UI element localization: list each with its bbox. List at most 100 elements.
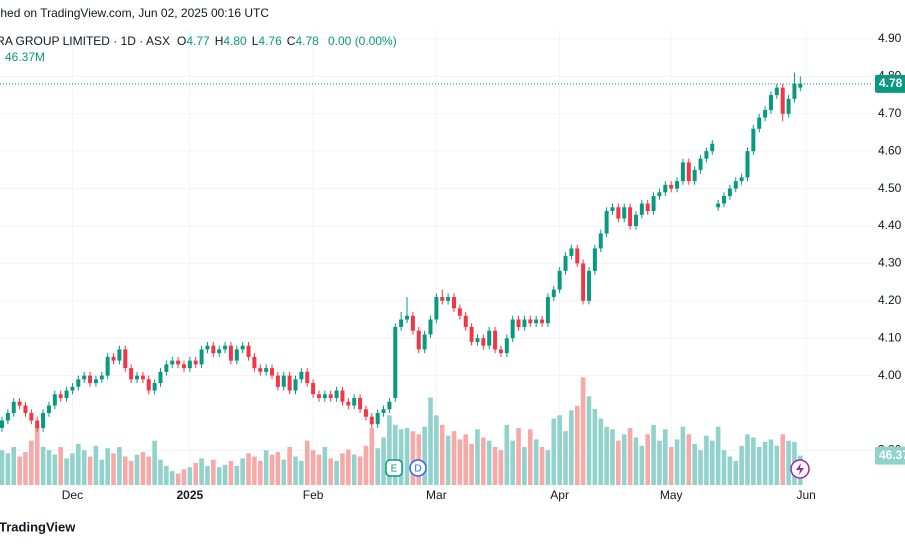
legend-key: O — [177, 34, 186, 48]
candle-body — [35, 420, 40, 428]
volume-bar — [404, 428, 410, 485]
volume-bar — [627, 428, 633, 485]
candle-body — [111, 356, 116, 361]
volume-bar — [64, 458, 69, 485]
volume-bar — [99, 459, 105, 485]
volume-legend: 46.37M — [5, 50, 45, 64]
candle-body — [628, 207, 633, 226]
legend-key: C — [287, 34, 296, 48]
volume-bar — [199, 458, 204, 485]
candle-body — [240, 345, 245, 350]
candle-body — [187, 360, 192, 369]
event-label[interactable]: D — [414, 464, 421, 475]
candle-body — [193, 360, 198, 365]
grid — [0, 30, 873, 486]
volume-bar — [463, 434, 469, 485]
candle-body — [293, 379, 298, 391]
symbol-title: TELSTRA GROUP LIMITED · 1D · ASX — [0, 34, 170, 48]
volume-bar — [52, 454, 58, 485]
volume-bar — [457, 439, 463, 485]
candle-body — [352, 398, 357, 406]
volume-bar — [445, 435, 451, 485]
published-note: Published on TradingView.com, Jun 02, 20… — [0, 6, 269, 20]
volume-bar — [657, 440, 662, 485]
candle-body — [223, 345, 228, 350]
candle-body — [557, 270, 562, 290]
volume-bar — [475, 429, 480, 485]
candle-body — [498, 349, 503, 354]
candle-body — [29, 412, 34, 421]
volume-bar — [11, 447, 17, 485]
volume-bar — [310, 450, 316, 485]
candle-body — [328, 394, 333, 399]
volume-bar — [299, 460, 304, 485]
event-icon[interactable] — [409, 459, 427, 477]
volume-bar — [663, 429, 668, 485]
volume-bar — [604, 426, 609, 485]
volume-bar — [105, 448, 110, 485]
candle-body — [17, 401, 22, 406]
volume-bar — [40, 447, 46, 485]
candle-body — [93, 379, 98, 384]
candle-body — [522, 319, 527, 327]
candle-body — [469, 326, 474, 342]
volume-bar — [216, 467, 222, 485]
volume-bar — [768, 439, 774, 485]
volume-bar — [486, 440, 492, 485]
candle-body — [451, 297, 456, 309]
volume-bar — [610, 429, 615, 485]
volume-bar — [668, 447, 674, 485]
candle-body — [105, 356, 110, 376]
event-label[interactable]: E — [391, 464, 398, 475]
candle-body — [757, 117, 762, 129]
volume-bar — [158, 459, 163, 485]
candle-body — [733, 181, 738, 189]
candle-body — [792, 83, 797, 99]
legend-value: 4.80 — [223, 34, 247, 48]
candle-body — [164, 364, 169, 372]
volume-bar — [539, 447, 545, 485]
candle-body — [211, 345, 216, 354]
volume-bar — [375, 448, 380, 485]
candle-body — [176, 360, 181, 365]
volume-bar — [698, 450, 703, 485]
volume-bar — [762, 441, 768, 485]
volume-bar — [363, 445, 369, 485]
volume-bar — [146, 456, 152, 485]
volume-bar — [152, 440, 157, 485]
candle-body — [786, 98, 791, 114]
candle-body — [440, 297, 445, 301]
volume-bar — [111, 453, 116, 485]
candle-body — [504, 338, 509, 354]
volume-bar — [5, 453, 11, 485]
candle-body — [76, 379, 81, 387]
y-tick-label: 4.00 — [878, 368, 902, 382]
volume-bar — [257, 460, 263, 485]
volume-bar — [633, 437, 639, 485]
candle-body — [52, 394, 57, 406]
y-tick-label: 4.60 — [878, 143, 902, 157]
volume-bar — [164, 466, 169, 485]
candle-body — [575, 248, 580, 264]
volume-bar — [598, 418, 604, 485]
candle-body — [281, 375, 286, 387]
volume-bar — [304, 440, 310, 485]
candle-body — [751, 128, 756, 152]
candle-body — [416, 330, 421, 350]
volume-bar — [122, 456, 128, 485]
candle-body — [680, 162, 685, 182]
candle-body — [739, 177, 744, 182]
x-tick-label: Mar — [426, 488, 447, 502]
volume-bar — [275, 452, 281, 485]
candle-body — [393, 326, 398, 399]
x-tick-label: Dec — [62, 488, 83, 502]
candle-body — [82, 375, 87, 380]
event-icon[interactable] — [385, 459, 403, 477]
volume-bar — [545, 450, 551, 485]
volume-bar — [328, 458, 334, 485]
candle-body — [129, 368, 134, 380]
candle-body — [798, 83, 803, 88]
candle-body — [117, 349, 122, 361]
volume-bar — [451, 431, 457, 485]
